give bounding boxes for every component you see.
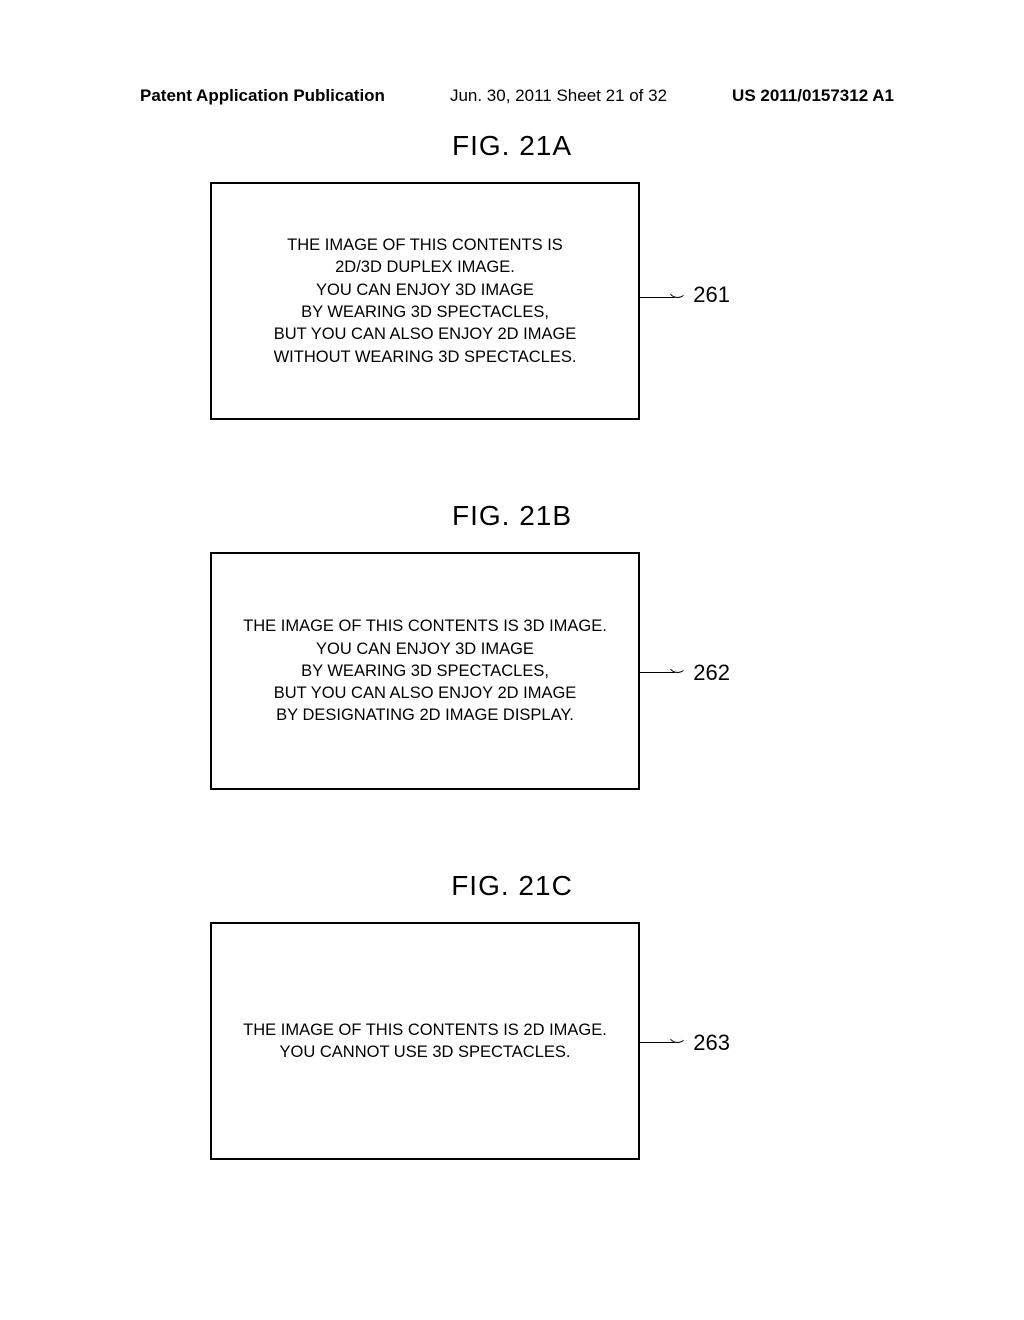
figure-21c-container: THE IMAGE OF THIS CONTENTS IS 2D IMAGE. … <box>210 922 830 1160</box>
figure-21b-text: THE IMAGE OF THIS CONTENTS IS 3D IMAGE. … <box>243 615 607 726</box>
leader-curve-a <box>670 288 684 302</box>
figure-21a-group: FIG. 21A THE IMAGE OF THIS CONTENTS IS 2… <box>0 130 1024 420</box>
leader-curve-b <box>670 663 684 677</box>
leader-line-a <box>639 297 675 298</box>
figure-21b-container: THE IMAGE OF THIS CONTENTS IS 3D IMAGE. … <box>210 552 830 790</box>
figure-21a-box: THE IMAGE OF THIS CONTENTS IS 2D/3D DUPL… <box>210 182 640 420</box>
reference-number-261: 261 <box>693 282 730 308</box>
figure-21b-title: FIG. 21B <box>0 500 1024 532</box>
leader-line-c <box>639 1042 675 1043</box>
header-left: Patent Application Publication <box>140 86 385 106</box>
reference-number-262: 262 <box>693 660 730 686</box>
figure-21a-text: THE IMAGE OF THIS CONTENTS IS 2D/3D DUPL… <box>274 234 577 368</box>
header-right: US 2011/0157312 A1 <box>732 86 894 106</box>
figure-21c-box: THE IMAGE OF THIS CONTENTS IS 2D IMAGE. … <box>210 922 640 1160</box>
figure-21c-text: THE IMAGE OF THIS CONTENTS IS 2D IMAGE. … <box>243 1019 607 1064</box>
leader-line-b <box>639 672 675 673</box>
figure-21a-container: THE IMAGE OF THIS CONTENTS IS 2D/3D DUPL… <box>210 182 830 420</box>
figure-21b-group: FIG. 21B THE IMAGE OF THIS CONTENTS IS 3… <box>0 500 1024 790</box>
reference-number-263: 263 <box>693 1030 730 1056</box>
figure-21c-title: FIG. 21C <box>0 870 1024 902</box>
leader-curve-c <box>670 1033 684 1047</box>
figure-21a-title: FIG. 21A <box>0 130 1024 162</box>
header-center: Jun. 30, 2011 Sheet 21 of 32 <box>450 86 667 106</box>
figure-21b-box: THE IMAGE OF THIS CONTENTS IS 3D IMAGE. … <box>210 552 640 790</box>
figure-21c-group: FIG. 21C THE IMAGE OF THIS CONTENTS IS 2… <box>0 870 1024 1160</box>
page-header: Patent Application Publication Jun. 30, … <box>0 86 1024 106</box>
